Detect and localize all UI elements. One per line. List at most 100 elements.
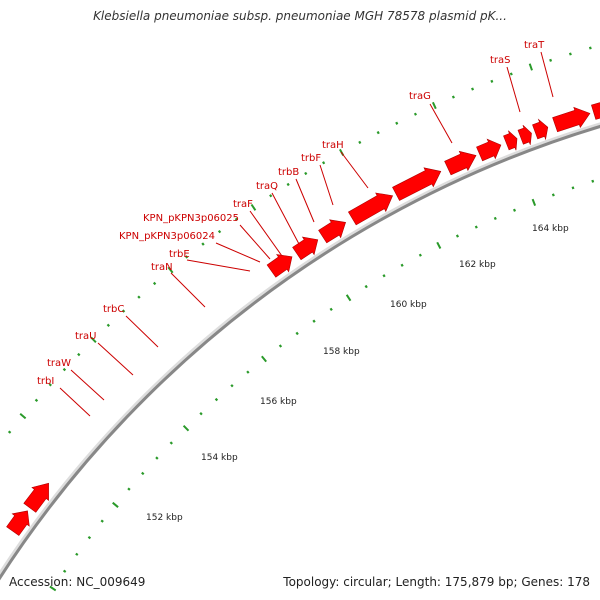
gene-label-traN[interactable]: traN [151, 262, 173, 273]
gene-arrow[interactable] [392, 167, 442, 201]
inner-minor-tick [62, 569, 67, 573]
inner-major-tick [261, 355, 267, 363]
inner-minor-tick [382, 274, 386, 278]
outer-major-tick [90, 336, 97, 343]
kbp-label-158: 158 kbp [323, 347, 360, 357]
outer-minor-tick [413, 112, 417, 116]
gene-arrow[interactable] [591, 99, 600, 120]
inner-minor-tick [295, 331, 299, 336]
outer-minor-tick [376, 130, 380, 135]
leader-line [429, 103, 453, 144]
gene-arrow[interactable] [6, 510, 30, 536]
topology-summary: Topology: circular; Length: 175,879 bp; … [283, 575, 590, 589]
leader-line [249, 210, 283, 257]
inner-minor-tick [418, 253, 422, 257]
kbp-label-152: 152 kbp [146, 513, 183, 523]
plasmid-backbone [0, 124, 600, 581]
inner-minor-tick [551, 193, 555, 197]
gene-label-trbE[interactable]: trbE [169, 249, 190, 260]
inner-major-tick [49, 585, 57, 592]
label-leader-lines [59, 51, 554, 417]
outer-minor-tick [121, 309, 126, 313]
gene-label-traT[interactable]: traT [524, 40, 545, 51]
inner-minor-tick [75, 552, 79, 556]
leader-line [295, 178, 315, 223]
gene-arrow[interactable] [476, 138, 502, 162]
inner-minor-tick [169, 441, 173, 445]
inner-major-tick [112, 501, 119, 508]
outer-major-tick [250, 203, 257, 211]
gene-label-KPN_pKPN3p06025[interactable]: KPN_pKPN3p06025 [143, 213, 239, 224]
inner-minor-tick [493, 216, 497, 221]
outer-minor-tick [34, 398, 39, 403]
gene-arrow[interactable] [23, 482, 49, 513]
inner-minor-tick [364, 284, 368, 289]
inner-minor-tick [329, 307, 333, 312]
gene-label-traQ[interactable]: traQ [256, 181, 278, 192]
inner-minor-tick [474, 225, 478, 229]
gene-label-trbB[interactable]: trbB [278, 167, 299, 178]
inner-tick-track [49, 179, 595, 592]
kbp-label-164: 164 kbp [532, 224, 569, 234]
inner-minor-tick [278, 344, 283, 348]
gene-label-trbC[interactable]: trbC [103, 304, 124, 315]
outer-minor-tick [77, 352, 81, 357]
outer-minor-tick [358, 140, 362, 145]
gene-arrow[interactable] [318, 219, 346, 244]
leader-line [59, 387, 91, 417]
gene-label-traW[interactable]: traW [47, 358, 71, 369]
gene-arrow[interactable] [266, 254, 293, 278]
outer-minor-tick [549, 58, 553, 62]
kbp-label-162: 162 kbp [459, 260, 496, 270]
gene-arrow[interactable] [532, 118, 549, 141]
outer-minor-tick [62, 367, 67, 372]
gene-label-traU[interactable]: traU [75, 331, 96, 342]
leader-line [340, 151, 369, 189]
leader-line [186, 259, 251, 272]
gene-arrow[interactable] [503, 130, 518, 151]
inner-minor-tick [512, 208, 517, 212]
outer-major-tick [528, 63, 533, 71]
leader-line [506, 66, 521, 113]
outer-minor-tick [152, 281, 157, 286]
leader-line [125, 315, 159, 348]
gene-track [6, 99, 600, 536]
gene-arrow[interactable] [292, 236, 319, 261]
gene-label-traS[interactable]: traS [490, 55, 511, 66]
inner-minor-tick [155, 456, 159, 460]
gene-arrow[interactable] [347, 192, 394, 226]
leader-line [239, 224, 271, 260]
gene-label-traF[interactable]: traF [233, 199, 253, 210]
inner-minor-tick [100, 519, 104, 523]
outer-minor-tick [286, 182, 290, 187]
leader-line [97, 342, 134, 376]
gene-label-traH[interactable]: traH [322, 140, 344, 151]
inner-minor-tick [214, 397, 219, 402]
gene-label-trbI[interactable]: trbI [37, 376, 54, 387]
kbp-scale-labels: 152 kbp 154 kbp 156 kbp 158 kbp 160 kbp … [146, 224, 569, 523]
gene-label-trbF[interactable]: trbF [301, 153, 321, 164]
gene-label-traG[interactable]: traG [409, 91, 431, 102]
inner-minor-tick [455, 234, 459, 238]
leader-line [540, 51, 554, 98]
gene-arrow[interactable] [552, 106, 591, 133]
outer-minor-tick [490, 79, 494, 83]
outer-major-tick [167, 266, 174, 274]
gene-arrow[interactable] [517, 124, 532, 145]
outer-minor-tick [48, 383, 52, 387]
inner-minor-tick [571, 186, 575, 190]
inner-minor-tick [591, 179, 595, 183]
outer-minor-tick [184, 255, 189, 259]
outer-minor-tick [234, 217, 239, 222]
outer-minor-tick [568, 52, 572, 56]
outer-minor-tick [322, 161, 326, 165]
leader-line [70, 369, 105, 401]
gene-arrow[interactable] [444, 150, 477, 176]
outer-minor-tick [451, 95, 455, 99]
outer-minor-tick [304, 171, 308, 176]
map-title: Klebsiella pneumoniae subsp. pneumoniae … [93, 9, 507, 23]
gene-label-KPN_pKPN3p06024[interactable]: KPN_pKPN3p06024 [119, 231, 215, 242]
inner-major-tick [182, 425, 190, 432]
